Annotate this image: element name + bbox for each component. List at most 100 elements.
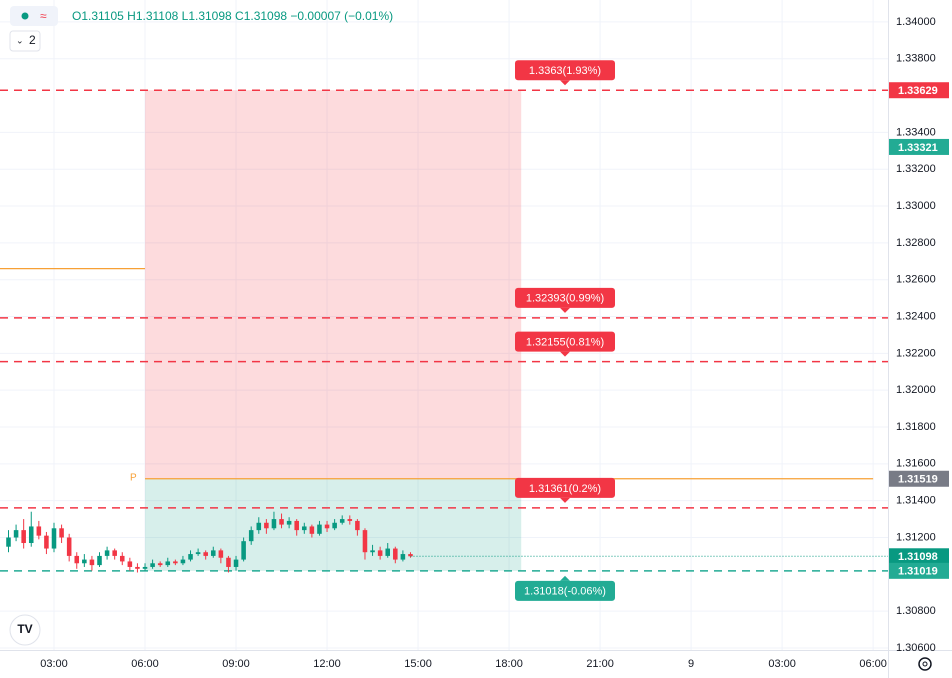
level-tag-label: 1.31018(-0.06%) [524,586,606,598]
logo-mark: TV [17,622,32,636]
candle-body [355,520,360,531]
y-tick-label: 1.30800 [896,605,936,617]
candle-body [104,550,110,556]
level-tag-label: 1.32393(0.99%) [526,293,604,305]
candle-body [233,559,239,567]
logo[interactable]: TV [9,614,41,646]
x-tick-label: 03:00 [40,658,68,670]
y-tick-label: 1.30600 [896,642,936,654]
candle-body [89,559,95,566]
gear [918,657,932,671]
candle-body [309,526,315,534]
price-label-box [889,138,949,155]
level-tag-arrow [560,351,570,357]
status-dot [21,12,29,20]
candle-body [203,552,208,556]
grid [0,0,888,650]
candle-body [21,530,26,544]
price-label-box [889,562,949,579]
candle-body [165,561,171,566]
candle-body [400,554,406,560]
candle-body [74,555,80,564]
candle-body [127,561,133,567]
candle-body [66,537,72,556]
status-icon: ≈ [40,9,47,23]
plot: P 1.3363(1.93%) 1.32393(0.99%) 1.32155(0.81… [0,60,888,601]
y-tick-label: 1.34000 [896,16,936,28]
y-tick-label: 1.31600 [896,458,936,470]
candle-body [6,537,11,547]
candle-body [59,528,64,538]
x-tick-label: 12:00 [313,658,341,670]
candle-body [82,559,87,564]
y-tick-label: 1.33800 [896,53,936,65]
logo-circle [9,614,41,646]
y-tick-label: 1.33400 [896,126,936,138]
level-tag [515,580,615,601]
candle-body [97,555,102,566]
candle-body [362,530,368,553]
candle-body [248,530,254,542]
price-label: 1.33321 [898,142,938,154]
candle-body [279,519,284,525]
y-tick-label: 1.33000 [896,200,936,212]
candle-body [142,566,148,569]
level-tag-arrow [560,307,570,313]
candle-body [332,522,337,529]
x-tick-label: 06:00 [859,658,887,670]
candle-body [119,555,125,562]
candle-body [150,563,155,567]
candle-body [188,554,193,560]
level-tag-arrow [560,497,570,503]
level-tag [515,477,615,498]
y-tick-label: 1.31400 [896,495,936,507]
level-tag-label: 1.32155(0.81%) [526,337,604,349]
candle-body [294,520,299,531]
candle-body [13,530,19,538]
candle-body [339,519,345,523]
y-tick-label: 1.33200 [896,163,936,175]
candle-body [324,524,330,529]
candle-body [377,550,383,556]
candle-body [135,566,140,569]
y-tick-label: 1.31800 [896,421,936,433]
candle-body [286,520,292,525]
candle-body [51,528,57,549]
gear-hub [922,661,928,667]
indicator-toggle[interactable] [9,30,41,52]
candle-body [226,557,231,567]
price-label-box [889,82,949,99]
settings[interactable] [918,657,932,671]
candle-body [271,519,277,529]
candle-body [157,563,163,566]
candle-body [180,559,186,564]
candle-body [241,541,246,560]
candle-body [393,548,398,560]
candle-body [370,550,375,553]
price-label: 1.31019 [898,566,938,578]
level-tag-arrow [560,80,570,86]
symbol-badge[interactable] [10,6,58,26]
candle-body [112,550,117,556]
x-tick-label: 18:00 [495,658,523,670]
candle-body [44,535,49,549]
y-tick-label: 1.32800 [896,237,936,249]
level-tag [515,287,615,308]
legend-bar: ≈ O1.31105 H1.31108 L1.31098 C1.31098 −0… [9,6,393,52]
x-tick-label: 15:00 [404,658,432,670]
y-tick-label: 1.32200 [896,347,936,359]
price-label: 1.33629 [898,85,938,97]
x-tick-label: 06:00 [131,658,159,670]
level-tag-arrow [560,575,570,581]
y-tick-label: 1.32000 [896,384,936,396]
x-tick-label: 03:00 [768,658,796,670]
price-label: 1.31519 [898,474,938,486]
candle-body [256,522,262,531]
level-tag-label: 1.3363(1.93%) [529,65,601,77]
price-label: 1.31098 [898,551,938,563]
indicator-count: 2 [29,33,36,47]
y-tick-label: 1.31200 [896,531,936,543]
candle-body [408,554,413,557]
price-label-box [889,548,949,565]
candle-body [211,550,216,556]
